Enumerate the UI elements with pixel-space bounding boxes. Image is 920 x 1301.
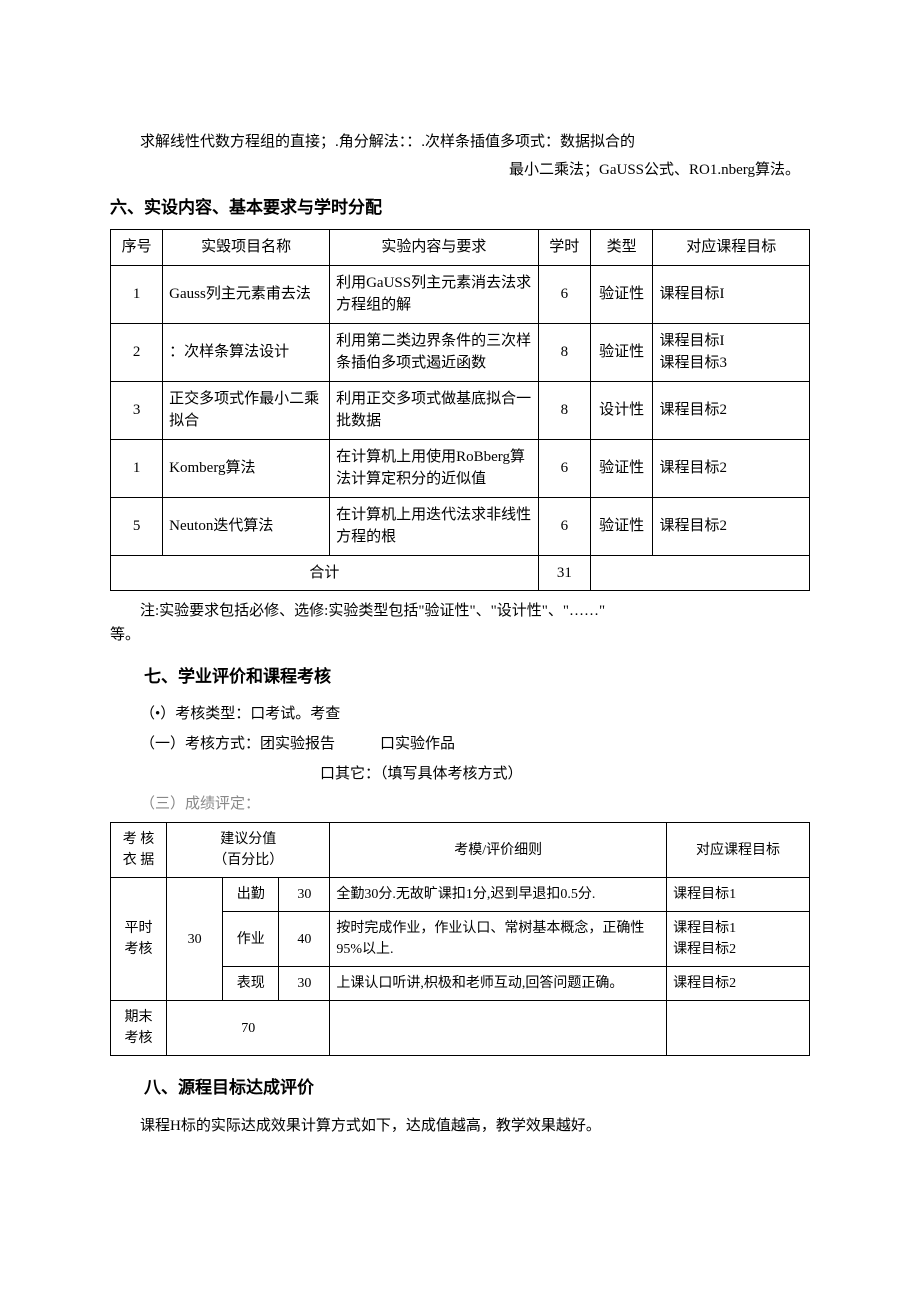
table-row: 1Gauss列主元素甫去法利用GaUSS列主元素消去法求方程组的解6验证性课程目… (111, 265, 810, 323)
table-cell: 验证性 (590, 439, 653, 497)
table-header-row: 考 核 衣 据 建议分值 （百分比） 考模/评价细则 对应课程目标 (111, 823, 810, 878)
item-goal: 课程目标1 课程目标2 (667, 912, 810, 967)
th-content: 实验内容与要求 (330, 230, 539, 266)
experiments-table: 序号 实毁项目名称 实验内容与要求 学时 类型 对应课程目标 1Gauss列主元… (110, 229, 810, 591)
item-rule: 上课认口听讲,枳极和老师互动,回答问题正确。 (330, 967, 667, 1001)
table-row: 2：次样条算法设计利用第二类边界条件的三次样条插伯多项式遏近函数8验证性课程目标… (111, 323, 810, 381)
item-name: 作业 (223, 912, 279, 967)
table-note1: 注:实验要求包括必修、选修:实验类型包括"验证性"、"设计性"、"……" (110, 599, 810, 623)
exam-method: （一）考核方式：团实验报告 口实验作品 (110, 732, 810, 756)
table-cell: 正交多项式作最小二乘拟合 (163, 381, 330, 439)
total-label: 合计 (111, 555, 539, 591)
th-score: 建议分值 （百分比） (167, 823, 330, 878)
intro-line1: 求解线性代数方程组的直接；.角分解法：：.次样条插值多项式：数据拟合的 (110, 130, 810, 154)
table-cell: 课程目标2 (653, 497, 810, 555)
table-cell: 6 (538, 265, 590, 323)
exam-other: 口其它：（填写具体考核方式） (110, 762, 810, 786)
table-total-row: 合计 31 (111, 555, 810, 591)
assessment-table: 考 核 衣 据 建议分值 （百分比） 考模/评价细则 对应课程目标 平时 考核 … (110, 822, 810, 1056)
table-cell: 5 (111, 497, 163, 555)
table-note2: 等。 (110, 623, 810, 647)
intro-line2: 最小二乘法；GaUSS公式、RO1.nberg算法。 (110, 158, 810, 182)
item-rule: 按时完成作业，作业认口、常树基本概念，正确性95%以上. (330, 912, 667, 967)
th-rule: 考模/评价细则 (330, 823, 667, 878)
th-goal: 对应课程目标 (667, 823, 810, 878)
table-row: 平时 考核 30 出勤 30 全勤30分.无故旷课扣1分,迟到早退扣0.5分. … (111, 878, 810, 912)
regular-weight: 30 (167, 878, 223, 1001)
table-header-row: 序号 实毁项目名称 实验内容与要求 学时 类型 对应课程目标 (111, 230, 810, 266)
table-row: 3正交多项式作最小二乘拟合利用正交多项式做基底拟合一批数据8设计性课程目标2 (111, 381, 810, 439)
final-goal (667, 1001, 810, 1056)
th-hours: 学时 (538, 230, 590, 266)
table-cell: 1 (111, 265, 163, 323)
item-score: 40 (279, 912, 330, 967)
table-cell: 验证性 (590, 323, 653, 381)
table-cell: ：次样条算法设计 (163, 323, 330, 381)
table-cell: Komberg算法 (163, 439, 330, 497)
total-empty (590, 555, 809, 591)
item-score: 30 (279, 967, 330, 1001)
table-cell: 课程目标I (653, 265, 810, 323)
section8-para: 课程H标的实际达成效果计算方式如下，达成值越高，教学效果越好。 (110, 1114, 810, 1138)
grade-label: （三）成绩评定： (110, 792, 810, 816)
final-weight: 70 (167, 1001, 330, 1056)
table-cell: 6 (538, 497, 590, 555)
table-cell: 验证性 (590, 265, 653, 323)
table-cell: 8 (538, 323, 590, 381)
table-cell: 2 (111, 323, 163, 381)
th-basis: 考 核 衣 据 (111, 823, 167, 878)
th-name: 实毁项目名称 (163, 230, 330, 266)
table-cell: 验证性 (590, 497, 653, 555)
exam-type: （•）考核类型：口考试。考查 (110, 702, 810, 726)
table-cell: 利用第二类边界条件的三次样条插伯多项式遏近函数 (330, 323, 539, 381)
table-row: 期末 考核 70 (111, 1001, 810, 1056)
table-cell: 利用正交多项式做基底拟合一批数据 (330, 381, 539, 439)
table-cell: Gauss列主元素甫去法 (163, 265, 330, 323)
th-goal: 对应课程目标 (653, 230, 810, 266)
item-name: 表现 (223, 967, 279, 1001)
final-rule (330, 1001, 667, 1056)
table-cell: 课程目标2 (653, 381, 810, 439)
th-type: 类型 (590, 230, 653, 266)
table-cell: 6 (538, 439, 590, 497)
section8-title: 八、源程目标达成评价 (110, 1074, 810, 1101)
item-goal: 课程目标1 (667, 878, 810, 912)
item-name: 出勤 (223, 878, 279, 912)
table-cell: 3 (111, 381, 163, 439)
section7-title: 七、学业评价和课程考核 (110, 663, 810, 690)
item-goal: 课程目标2 (667, 967, 810, 1001)
table-row: 1Komberg算法在计算机上用使用RoBberg算法计算定积分的近似值6验证性… (111, 439, 810, 497)
item-rule: 全勤30分.无故旷课扣1分,迟到早退扣0.5分. (330, 878, 667, 912)
table-cell: 在计算机上用使用RoBberg算法计算定积分的近似值 (330, 439, 539, 497)
table-cell: 课程目标I 课程目标3 (653, 323, 810, 381)
table-cell: Neuton迭代算法 (163, 497, 330, 555)
th-no: 序号 (111, 230, 163, 266)
final-label: 期末 考核 (111, 1001, 167, 1056)
table-cell: 1 (111, 439, 163, 497)
table-cell: 在计算机上用迭代法求非线性方程的根 (330, 497, 539, 555)
item-score: 30 (279, 878, 330, 912)
section6-title: 六、实设内容、基本要求与学时分配 (110, 194, 810, 221)
table-cell: 设计性 (590, 381, 653, 439)
table-cell: 8 (538, 381, 590, 439)
total-hours: 31 (538, 555, 590, 591)
table-cell: 利用GaUSS列主元素消去法求方程组的解 (330, 265, 539, 323)
table-row: 5Neuton迭代算法在计算机上用迭代法求非线性方程的根6验证性课程目标2 (111, 497, 810, 555)
regular-label: 平时 考核 (111, 878, 167, 1001)
table-cell: 课程目标2 (653, 439, 810, 497)
